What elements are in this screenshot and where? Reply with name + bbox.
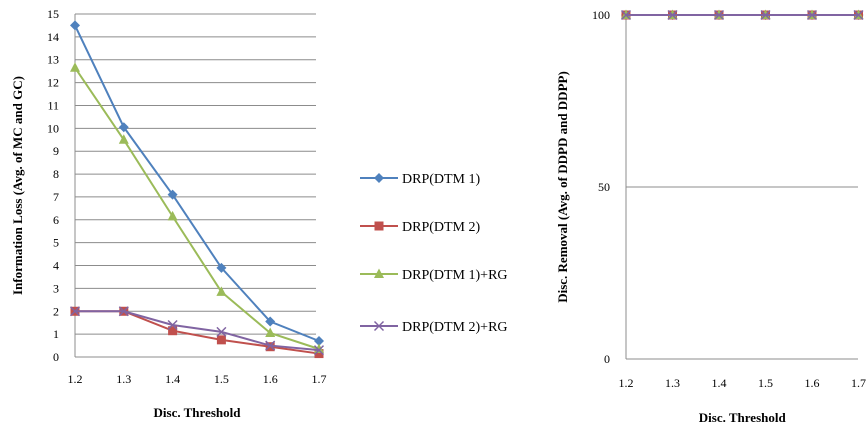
legend-label: DRP(DTM 2)+RG [402, 320, 508, 335]
left-x-axis-title: Disc. Threshold [154, 405, 242, 420]
legend-item: DRP(DTM 2)+RG [360, 320, 508, 335]
right-x-axis-title: Disc. Threshold [699, 410, 787, 425]
right-y-tick-labels: 0 50 100 [592, 8, 610, 366]
data-point [69, 306, 81, 317]
disc-removal-chart: 0 50 100 1.2 1.3 1.4 1.5 1.6 1.7 Disc. Threshol… [555, 8, 866, 425]
data-point [216, 262, 227, 273]
x-tick-label: 1.7 [851, 376, 866, 390]
data-point [806, 9, 818, 21]
y-tick-label: 6 [53, 213, 59, 227]
y-tick-label: 5 [53, 236, 59, 250]
legend: DRP(DTM 1) DRP(DTM 2) DRP(DTM 1)+RG DRP(DTM… [360, 172, 508, 335]
series-line [75, 310, 320, 352]
right-y-axis-title: Disc. Removal (Avg. of DDPD and DDPP) [555, 71, 570, 303]
left-gridlines [74, 13, 316, 358]
left-y-axis-title: Information Loss (Avg. of MC and GC) [10, 76, 25, 295]
legend-label: DRP(DTM 2) [402, 220, 481, 235]
y-tick-label: 15 [47, 7, 59, 21]
x-tick-label: 1.2 [619, 376, 634, 390]
data-point [118, 306, 129, 317]
data-point [265, 340, 276, 351]
y-tick-label: 14 [47, 30, 59, 44]
x-tick-label: 1.2 [68, 372, 83, 386]
y-tick-label: 13 [47, 53, 59, 67]
data-point [118, 122, 129, 133]
x-tick-label: 1.4 [712, 376, 727, 390]
series-2 [70, 306, 324, 359]
y-tick-label: 0 [604, 352, 610, 366]
data-point [216, 286, 227, 296]
data-point [216, 335, 226, 345]
y-tick-label: 8 [53, 167, 59, 181]
legend-item: DRP(DTM 2) [360, 220, 481, 235]
y-tick-label: 10 [47, 121, 59, 135]
data-point [265, 316, 276, 327]
data-point [760, 9, 771, 21]
legend-marker [374, 268, 384, 278]
y-tick-label: 1 [53, 327, 59, 341]
data-point [216, 326, 227, 337]
y-tick-label: 0 [53, 350, 59, 364]
legend-marker [374, 221, 384, 231]
x-tick-label: 1.6 [805, 376, 820, 390]
data-point [853, 9, 864, 21]
right-x-tick-labels: 1.2 1.3 1.4 1.5 1.6 1.7 [619, 376, 867, 390]
y-tick-label: 12 [47, 76, 59, 90]
data-point [314, 349, 324, 359]
series-1 [70, 20, 324, 346]
x-tick-label: 1.7 [312, 372, 327, 386]
right-series-lines [620, 9, 864, 21]
legend-marker [374, 173, 384, 183]
data-point [667, 9, 678, 21]
y-tick-label: 4 [53, 259, 59, 273]
x-tick-label: 1.5 [214, 372, 229, 386]
series-3 [70, 62, 324, 353]
series-line [74, 25, 320, 342]
data-point [167, 189, 178, 200]
series-4 [620, 9, 864, 21]
x-tick-label: 1.6 [263, 372, 278, 386]
y-tick-label: 3 [53, 281, 59, 295]
series-4 [69, 306, 325, 356]
data-point [313, 345, 325, 356]
legend-item: DRP(DTM 1)+RG [360, 268, 508, 283]
legend-label: DRP(DTM 1) [402, 172, 481, 187]
data-point [167, 319, 178, 331]
data-point [713, 9, 725, 21]
x-tick-label: 1.4 [165, 372, 180, 386]
left-x-tick-labels: 1.2 1.3 1.4 1.5 1.6 1.7 [68, 372, 327, 386]
data-point [265, 327, 276, 337]
x-tick-label: 1.5 [758, 376, 773, 390]
data-point [167, 210, 178, 221]
data-point [168, 326, 178, 336]
y-tick-label: 9 [53, 144, 59, 158]
data-point [314, 335, 324, 346]
x-tick-label: 1.3 [116, 372, 131, 386]
data-point [70, 20, 80, 31]
legend-item: DRP(DTM 1) [360, 172, 481, 187]
y-tick-label: 100 [592, 8, 610, 22]
data-point [70, 62, 80, 72]
series-line [74, 67, 320, 350]
right-gridlines [625, 14, 858, 360]
data-point [265, 342, 275, 352]
legend-marker [373, 320, 385, 332]
data-point [620, 9, 632, 21]
legend-label: DRP(DTM 1)+RG [402, 268, 508, 283]
y-tick-label: 11 [47, 98, 59, 112]
data-point [118, 134, 129, 144]
y-tick-label: 2 [53, 304, 59, 318]
left-series-lines [69, 20, 325, 359]
y-tick-label: 50 [598, 180, 610, 194]
x-tick-label: 1.3 [665, 376, 680, 390]
y-tick-label: 7 [53, 190, 59, 204]
